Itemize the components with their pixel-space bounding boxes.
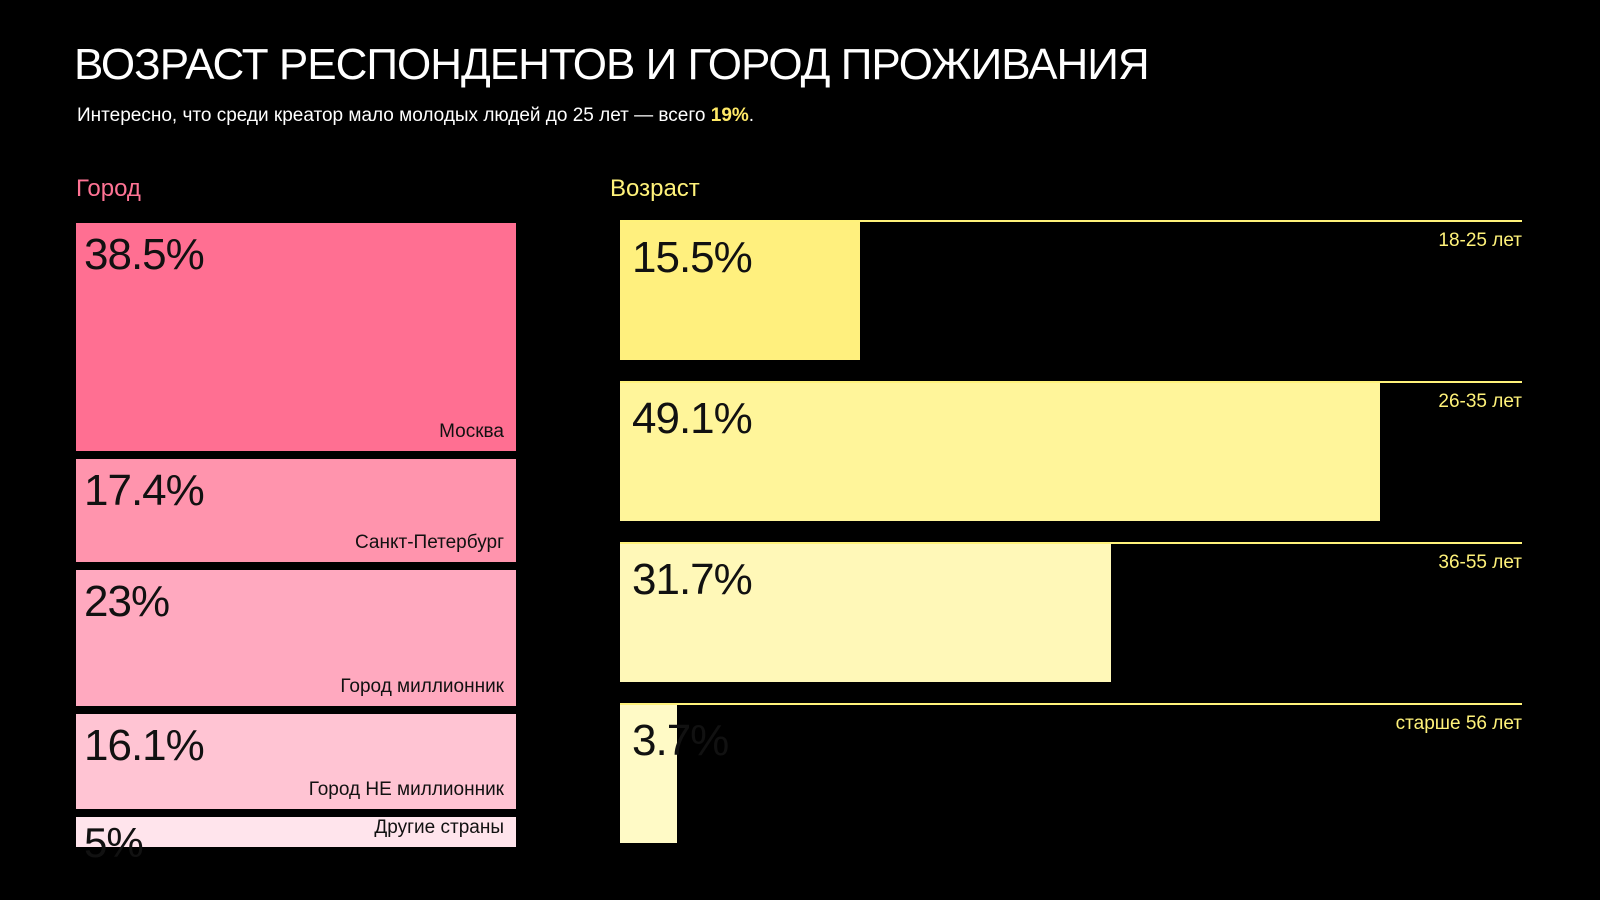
city-block: 23% Город миллионник	[76, 570, 516, 706]
subtitle-text: Интересно, что среди креатор мало молоды…	[77, 105, 711, 126]
age-row: 3.7% старше 56 лет	[620, 703, 1522, 843]
age-value-label: 3.7%	[632, 716, 729, 765]
age-chart: 15.5% 18-25 лет 49.1% 26-35 лет 31.7% 36-55 л…	[620, 220, 1522, 850]
city-value-label: 23%	[84, 577, 170, 626]
page-subtitle: Интересно, что среди креатор мало молоды…	[77, 105, 754, 127]
age-row: 49.1% 26-35 лет	[620, 381, 1522, 521]
age-row-line	[620, 220, 1522, 222]
age-row-line	[620, 703, 1522, 705]
city-category-label: Санкт-Петербург	[354, 532, 504, 553]
age-category-label: старше 56 лет	[1395, 713, 1522, 734]
city-block: 38.5% Москва	[76, 223, 516, 451]
city-category-label: Город НЕ миллионник	[308, 779, 504, 800]
age-bar: 15.5%	[620, 222, 860, 360]
city-value-label: 17.4%	[84, 466, 205, 515]
age-row: 31.7% 36-55 лет	[620, 542, 1522, 682]
age-row: 15.5% 18-25 лет	[620, 220, 1522, 360]
age-row-line	[620, 381, 1522, 383]
subtitle-end: .	[748, 105, 755, 126]
age-row-line	[620, 542, 1522, 544]
city-category-label: Москва	[439, 421, 504, 442]
city-value-label: 16.1%	[84, 721, 205, 770]
age-category-label: 18-25 лет	[1438, 230, 1522, 251]
city-chart-title: Город	[76, 175, 141, 202]
age-value-label: 49.1%	[632, 394, 753, 443]
age-category-label: 36-55 лет	[1438, 552, 1522, 573]
city-category-label: Другие страны	[374, 817, 504, 838]
age-bar: 31.7%	[620, 544, 1111, 682]
subtitle-highlight: 19%	[710, 105, 749, 126]
city-category-label: Город миллионник	[340, 676, 504, 697]
city-block: 5% Другие страны	[76, 817, 516, 864]
age-bar: 49.1%	[620, 383, 1380, 521]
city-value-label: 38.5%	[84, 230, 205, 279]
age-value-label: 31.7%	[632, 555, 753, 604]
city-block: 17.4% Санкт-Петербург	[76, 459, 516, 562]
age-chart-title: Возраст	[610, 175, 700, 202]
age-category-label: 26-35 лет	[1438, 391, 1522, 412]
city-chart: 38.5% Москва 17.4% Санкт-Петербург 23% Город …	[76, 223, 516, 864]
city-value-label: 5%	[84, 819, 144, 866]
age-bar: 3.7%	[620, 705, 729, 843]
page-title: ВОЗРАСТ РЕСПОНДЕНТОВ И ГОРОД ПРОЖИВАНИЯ	[74, 40, 1150, 89]
city-block: 16.1% Город НЕ миллионник	[76, 714, 516, 809]
age-value-label: 15.5%	[632, 233, 753, 282]
